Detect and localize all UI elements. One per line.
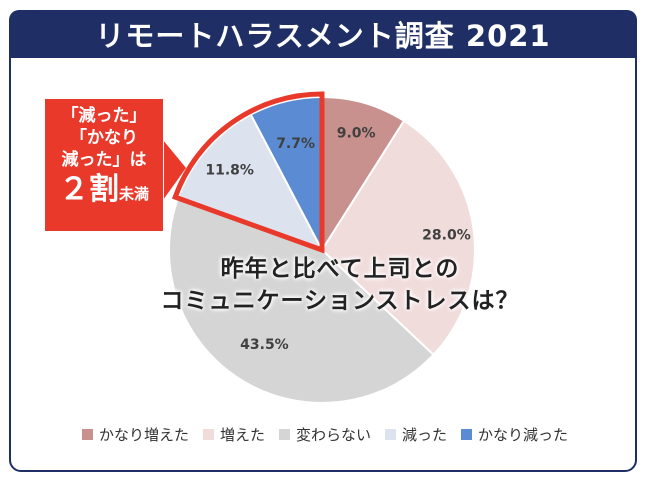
legend-item-2: 変わらない: [278, 424, 371, 445]
legend-label-1: 増えた: [219, 426, 265, 444]
legend-item-1: 増えた: [202, 424, 265, 445]
callout-pointer: [163, 140, 186, 200]
pie-slice-3: [176, 113, 325, 252]
pie-slice-1: [320, 119, 476, 357]
legend-label-0: かなり増えた: [98, 426, 189, 444]
legend-item-0: かなり増えた: [81, 424, 189, 445]
callout-line-3: 減った」は: [61, 150, 147, 170]
highlight-outline: [172, 91, 325, 254]
slice-label-0: 9.0%: [337, 125, 376, 141]
legend-item-3: 減った: [385, 424, 447, 445]
callout-line-1: 「減った」: [61, 106, 147, 126]
slice-label-4: 7.7%: [276, 136, 315, 152]
legend-swatch-4: [461, 429, 473, 440]
pie-slice-2: [168, 196, 435, 404]
callout-big-text: ２割未満: [45, 171, 163, 213]
question-line-2: コミュニケーションストレスは？: [160, 288, 520, 314]
legend: かなり増えた 増えた 変わらない 減った かなり減った: [30, 424, 620, 445]
slice-label-1: 28.0%: [422, 227, 471, 243]
legend-label-4: かなり減った: [478, 426, 569, 444]
question-text: 昨年と比べて上司との コミュニケーションストレスは？: [130, 253, 550, 317]
callout-big-number: ２割: [58, 172, 119, 207]
legend-swatch-2: [278, 429, 290, 440]
slice-label-2: 43.5%: [240, 337, 289, 353]
slice-label-3: 11.8%: [205, 163, 254, 179]
callout-line-2: 「かなり: [70, 128, 138, 148]
chart-title: リモートハラスメント調査 2021: [9, 10, 637, 58]
legend-swatch-1: [202, 429, 214, 440]
callout-big-suffix: 未満: [118, 185, 149, 203]
legend-label-3: 減った: [402, 426, 448, 444]
legend-item-4: かなり減った: [461, 424, 568, 445]
question-line-1: 昨年と比べて上司との: [220, 256, 460, 282]
legend-label-2: 変わらない: [295, 426, 371, 444]
callout-box: 「減った」 「かなり 減った」は ２割未満: [44, 98, 164, 232]
legend-swatch-3: [385, 429, 396, 440]
legend-swatch-0: [81, 429, 93, 440]
